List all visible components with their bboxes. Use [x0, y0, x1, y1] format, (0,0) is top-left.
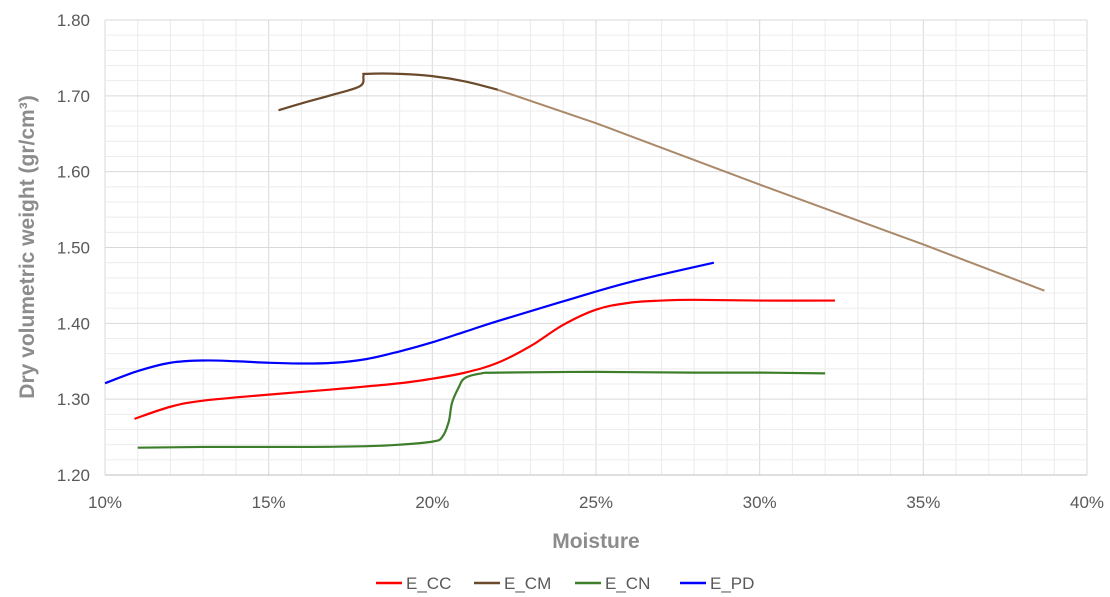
x-tick-label: 35% — [906, 493, 940, 512]
series-line-e-cm-extension — [497, 88, 1045, 292]
x-axis-ticks: 10% 15% 20% 25% 30% 35% 40% — [88, 493, 1104, 512]
legend-label-e-pd: E_PD — [710, 574, 754, 593]
x-tick-label: 40% — [1070, 493, 1104, 512]
series-line-e-cc — [134, 298, 835, 420]
legend-label-e-cn: E_CN — [605, 574, 650, 593]
x-axis-title: Moisture — [552, 530, 640, 553]
x-tick-label: 10% — [88, 493, 122, 512]
y-tick-label: 1.20 — [57, 466, 90, 485]
y-tick-label: 1.60 — [57, 163, 90, 182]
series-line-e-cm — [278, 72, 499, 112]
legend-label-e-cc: E_CC — [406, 574, 451, 593]
series-line-e-cn — [137, 370, 826, 449]
y-tick-label: 1.30 — [57, 390, 90, 409]
y-axis-title: Dry volumetric weight (gr/cm³) — [16, 95, 39, 398]
y-tick-label: 1.40 — [57, 314, 90, 333]
x-tick-label: 30% — [743, 493, 777, 512]
x-tick-label: 25% — [579, 493, 613, 512]
legend: E_CC E_CM E_CN E_PD — [376, 574, 754, 593]
x-tick-label: 20% — [415, 493, 449, 512]
y-tick-label: 1.50 — [57, 239, 90, 258]
grid — [104, 19, 1088, 476]
y-tick-label: 1.70 — [57, 87, 90, 106]
legend-label-e-cm: E_CM — [504, 574, 551, 593]
series-line-e-pd — [104, 261, 715, 385]
y-axis-ticks: 1.20 1.30 1.40 1.50 1.60 1.70 1.80 — [57, 11, 90, 485]
series-lines — [104, 72, 1045, 449]
y-tick-label: 1.80 — [57, 11, 90, 30]
x-tick-label: 15% — [252, 493, 286, 512]
